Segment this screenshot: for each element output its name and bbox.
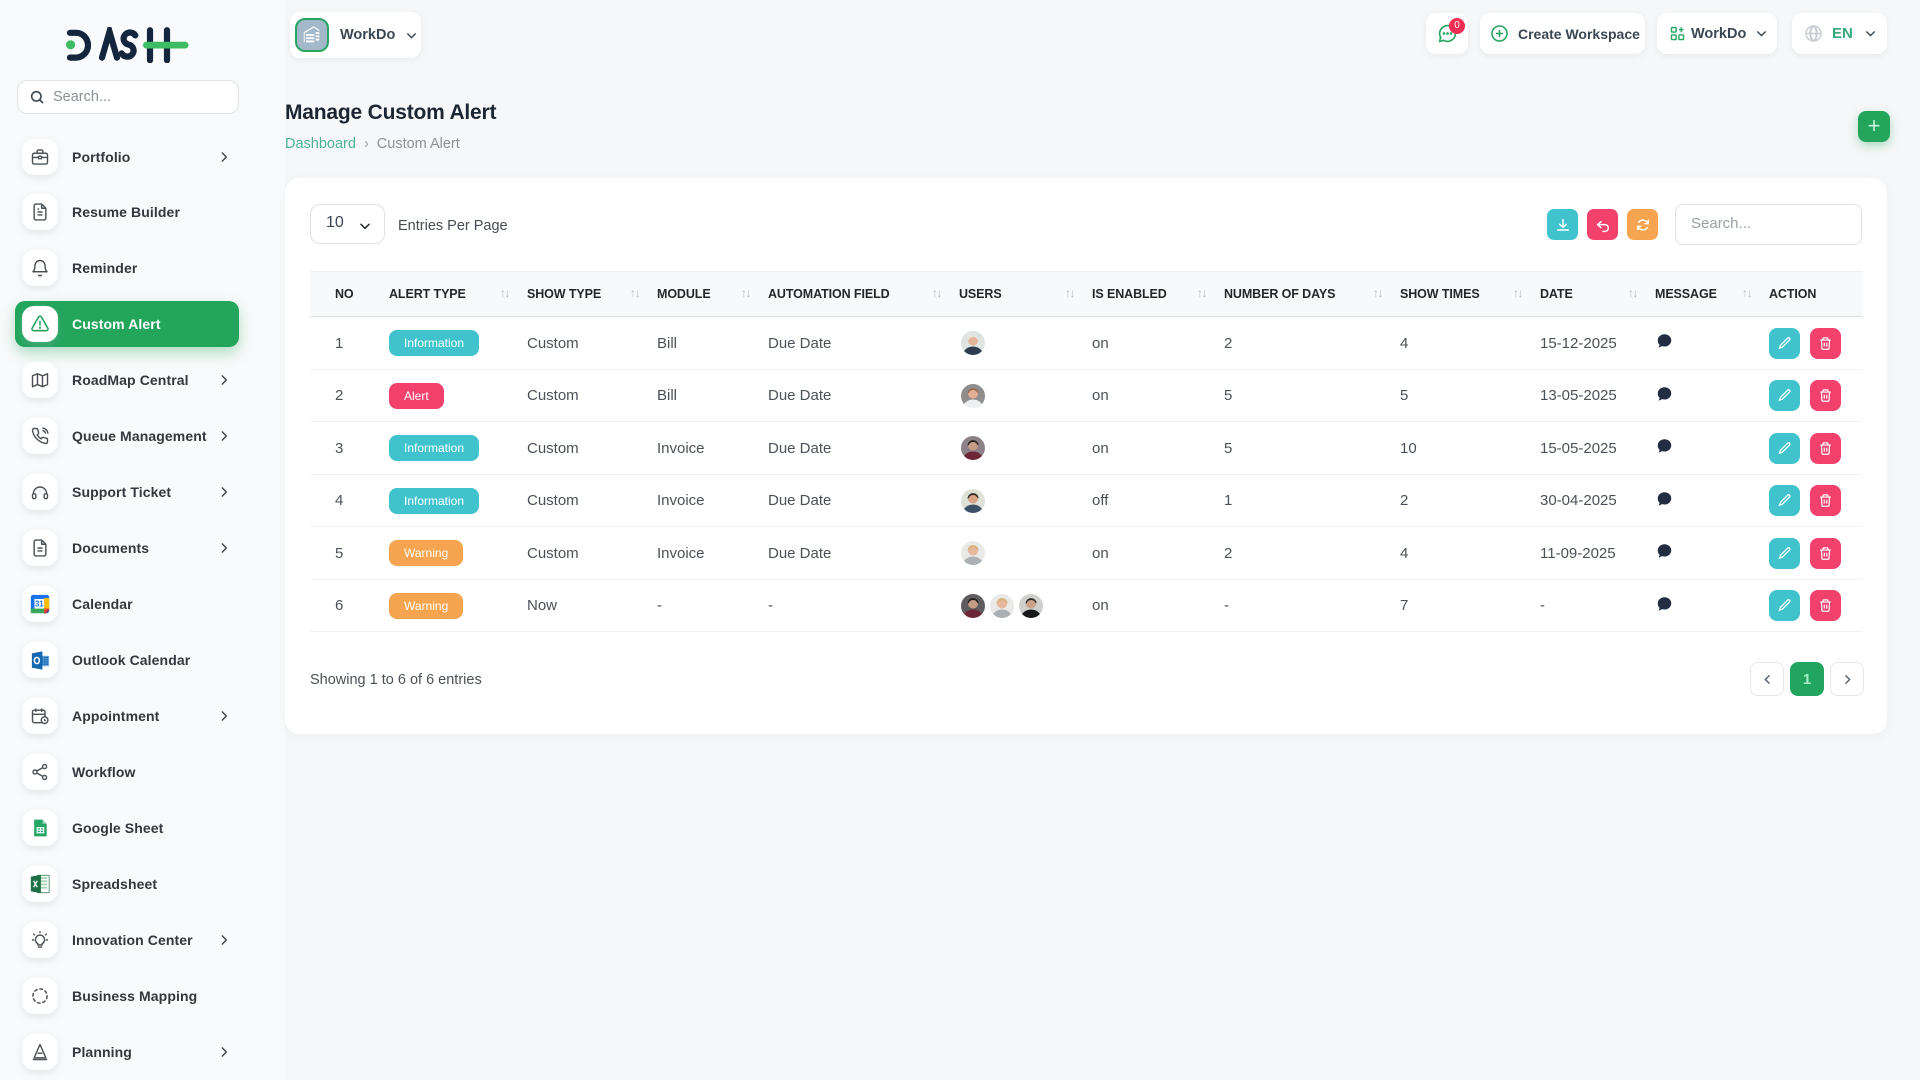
- svg-text:31: 31: [35, 600, 44, 609]
